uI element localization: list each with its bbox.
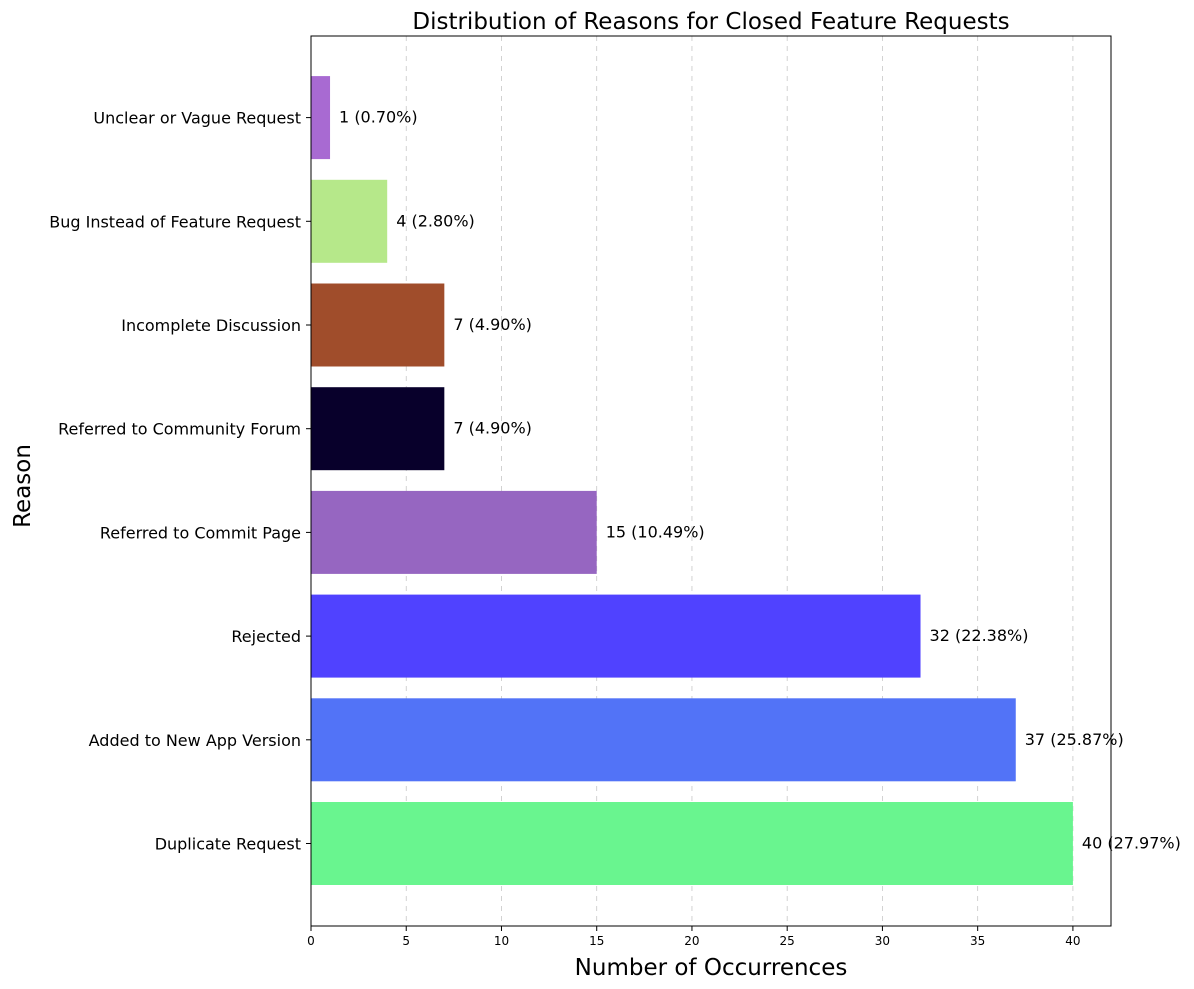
y-category-label: Referred to Community Forum	[58, 420, 301, 439]
data-label: 32 (22.38%)	[930, 626, 1029, 645]
data-label: 40 (27.97%)	[1082, 834, 1181, 853]
x-axis-label: Number of Occurrences	[575, 955, 848, 981]
x-tick-label: 30	[875, 934, 890, 948]
bar	[311, 594, 921, 678]
bar	[311, 802, 1073, 885]
plot-frame	[310, 35, 1112, 927]
data-labels: 40 (27.97%) 37 (25.87%) 32 (22.38%) 15 (10.…	[339, 108, 1181, 853]
bar	[311, 283, 445, 367]
bar	[311, 179, 388, 263]
y-category-label: Added to New App Version	[89, 731, 301, 750]
y-category-label: Duplicate Request	[155, 835, 301, 854]
y-axis-label: Reason	[10, 444, 36, 528]
data-label: 7 (4.90%)	[453, 419, 532, 438]
y-category-label: Incomplete Discussion	[121, 316, 301, 335]
data-label: 1 (0.70%)	[339, 108, 418, 127]
x-tick-label: 0	[307, 934, 315, 948]
x-tick-label: 15	[589, 934, 604, 948]
x-tick-label: 40	[1065, 934, 1080, 948]
y-category-label: Rejected	[231, 627, 301, 646]
bar	[311, 387, 445, 471]
x-ticks: 0 5 10 15 20 25 30 35 40	[307, 926, 1081, 948]
bars	[311, 76, 1073, 885]
y-category-label: Bug Instead of Feature Request	[49, 212, 301, 231]
x-tick-label: 25	[780, 934, 795, 948]
bar	[311, 490, 597, 574]
data-label: 37 (25.87%)	[1025, 730, 1124, 749]
data-label: 7 (4.90%)	[453, 315, 532, 334]
y-category-labels: Duplicate Request Added to New App Versio…	[49, 109, 311, 854]
x-tick-label: 10	[494, 934, 509, 948]
grid-lines	[405, 36, 1074, 926]
x-tick-label: 35	[970, 934, 985, 948]
x-tick-label: 20	[684, 934, 699, 948]
y-category-label: Referred to Commit Page	[100, 523, 301, 542]
data-label: 15 (10.49%)	[606, 522, 705, 541]
data-label: 4 (2.80%)	[396, 211, 475, 230]
x-tick-label: 5	[402, 934, 410, 948]
bar	[311, 698, 1016, 782]
chart-title: Distribution of Reasons for Closed Featu…	[412, 9, 1009, 35]
bar	[311, 76, 331, 160]
y-category-label: Unclear or Vague Request	[93, 109, 301, 128]
